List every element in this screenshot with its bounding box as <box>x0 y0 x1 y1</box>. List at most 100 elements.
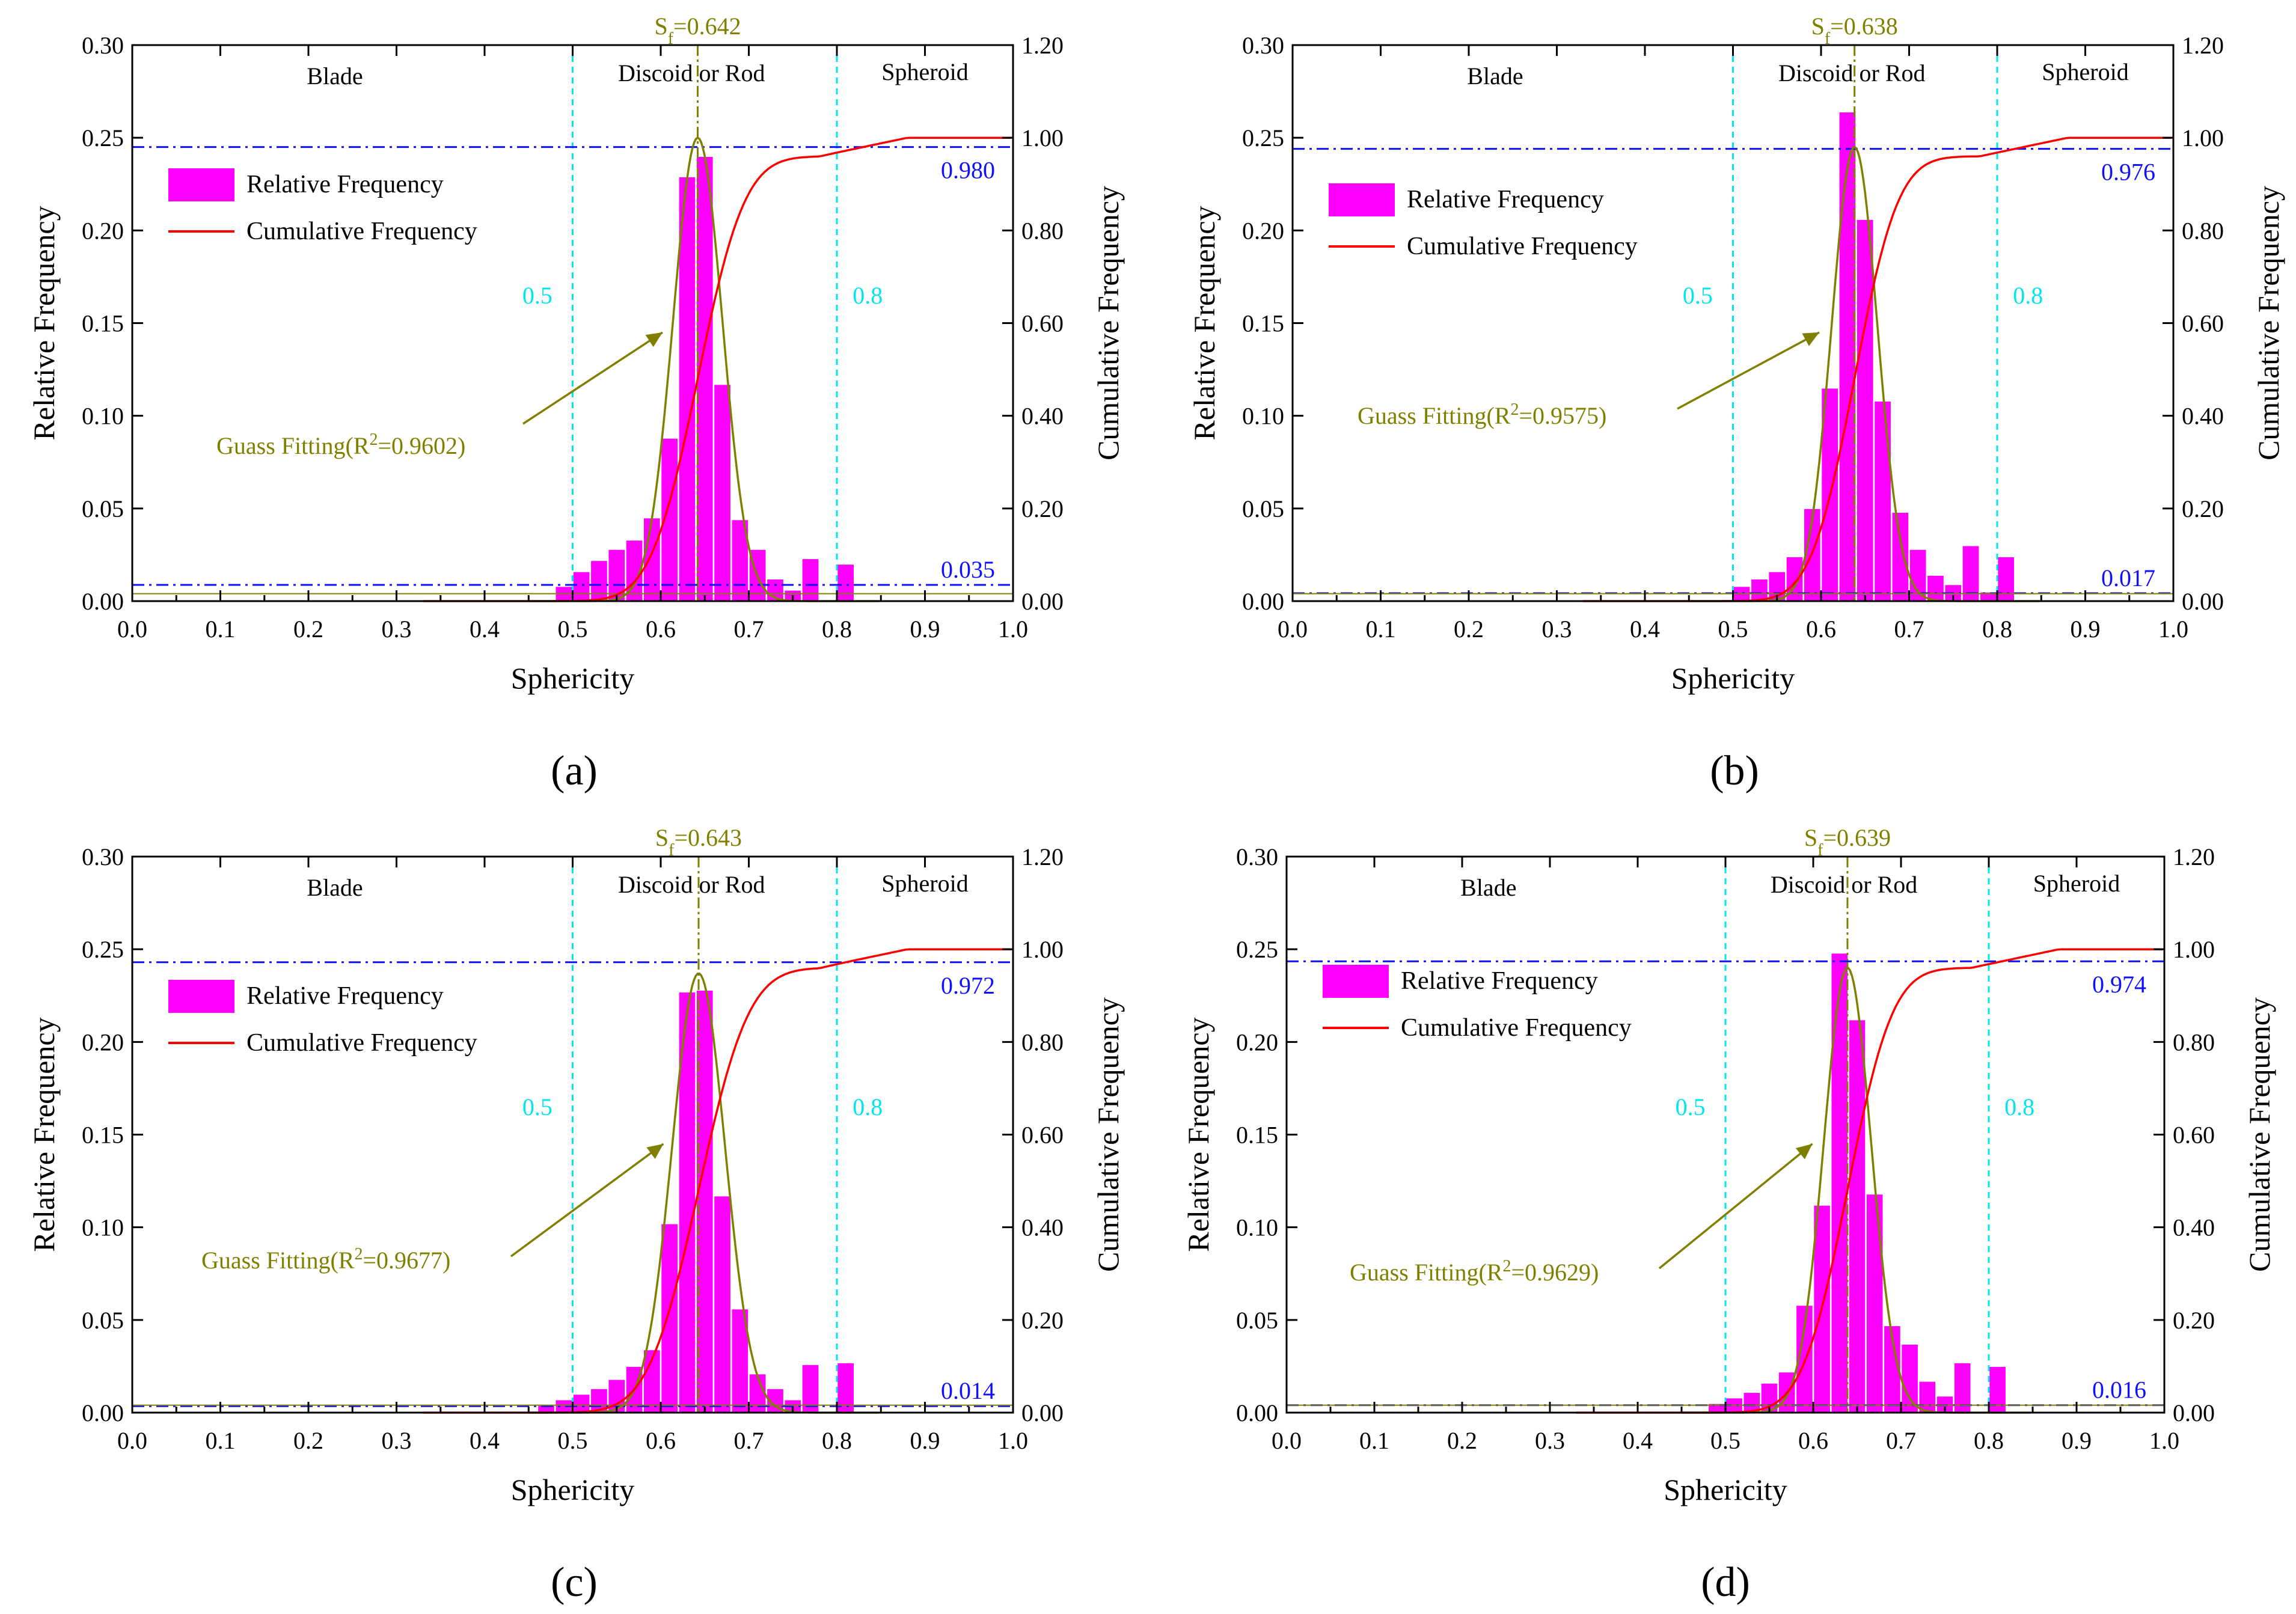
panel-label: (b) <box>1710 748 1759 794</box>
y-tick-label: 0.05 <box>1236 1307 1278 1334</box>
gauss-arrow-head <box>1802 332 1820 346</box>
x-tick-label: 0.1 <box>206 616 236 643</box>
region-blade: Blade <box>307 63 363 90</box>
legend-label-relative: Relative Frequency <box>1407 186 1604 213</box>
region-discoid: Discoid or Rod <box>1771 871 1917 898</box>
y2-tick-label: 0.80 <box>2182 217 2224 244</box>
y2-tick-label: 1.20 <box>1021 32 1064 59</box>
y2-tick-label: 0.00 <box>1021 588 1064 615</box>
x-tick-label: 0.7 <box>1894 616 1924 643</box>
y2-tick-label: 0.20 <box>1021 495 1064 522</box>
x-tick-label: 0.6 <box>646 1427 676 1454</box>
y2-tick-label: 1.00 <box>2173 936 2215 963</box>
gauss-arrow-head <box>646 1143 664 1160</box>
y-axis-title-left: Relative Frequency <box>27 1017 61 1252</box>
y-tick-label: 0.05 <box>82 1307 124 1334</box>
panel-label: (c) <box>551 1559 598 1606</box>
legend-label-cumulative: Cumulative Frequency <box>1407 233 1638 260</box>
y-tick-label: 0.25 <box>82 124 124 151</box>
chart-panel-2: 0.0 0.1 0.2 0.3 0.4 0.5 0.6 0.7 0.8 0.9 1.00.000.0… <box>1187 13 2285 794</box>
x-tick-label: 0.8 <box>1982 616 2012 643</box>
gauss-fit-label: Guass Fitting(R2=0.9575) <box>1358 400 1606 430</box>
upper-threshold-label: 0.972 <box>941 972 995 999</box>
y2-tick-label: 1.20 <box>1021 843 1064 870</box>
histogram-bar <box>1848 1019 1867 1414</box>
y-axis-title-right: Cumulative Frequency <box>2252 186 2285 460</box>
histogram-bar <box>1865 1193 1884 1413</box>
upper-threshold-label: 0.974 <box>2092 971 2146 998</box>
legend-swatch-relative <box>1329 183 1395 216</box>
histogram-bar <box>1838 111 1857 602</box>
legend-label-relative: Relative Frequency <box>246 171 444 198</box>
gauss-fit-label: Guass Fitting(R2=0.9602) <box>216 430 465 460</box>
y-tick-label: 0.15 <box>1236 1122 1278 1149</box>
histogram-bar <box>660 1223 679 1413</box>
region-blade: Blade <box>1467 63 1523 90</box>
legend-label-relative: Relative Frequency <box>246 982 444 1010</box>
y2-tick-label: 0.80 <box>1021 217 1064 244</box>
x-tick-label: 0.3 <box>1535 1427 1565 1454</box>
sf-label: Sf=0.642 <box>654 13 741 48</box>
y-tick-label: 0.10 <box>1242 403 1284 430</box>
histogram-bar <box>590 560 608 602</box>
histogram-bar <box>836 1362 856 1414</box>
y-tick-label: 0.25 <box>1242 124 1284 151</box>
x-tick-label: 0.7 <box>734 616 764 643</box>
gauss-arrow-line <box>1658 1143 1813 1270</box>
y-axis-title-left: Relative Frequency <box>27 206 61 440</box>
panel-label: (a) <box>551 748 598 794</box>
chart-panel-3: 0.0 0.1 0.2 0.3 0.4 0.5 0.6 0.7 0.8 0.9 1.00.000.0… <box>27 824 1125 1606</box>
region-spheroid: Spheroid <box>2033 870 2120 897</box>
boundary-label-high: 0.8 <box>2013 282 2043 309</box>
y-tick-label: 0.10 <box>1236 1214 1278 1241</box>
y2-tick-label: 0.80 <box>1021 1029 1064 1056</box>
histogram-bar <box>836 563 856 602</box>
y2-tick-label: 0.80 <box>2173 1029 2215 1056</box>
histogram-bar <box>801 558 820 602</box>
region-discoid: Discoid or Rod <box>618 60 765 87</box>
boundary-label-low: 0.5 <box>1676 1093 1706 1120</box>
plot-frame <box>1285 855 2166 1414</box>
region-spheroid: Spheroid <box>881 58 968 85</box>
y-axis-title-right: Cumulative Frequency <box>1091 186 1125 460</box>
lower-threshold-label: 0.017 <box>2101 564 2155 591</box>
gauss-arrow-head <box>1795 1143 1813 1160</box>
legend-label-cumulative: Cumulative Frequency <box>246 1029 477 1057</box>
y2-tick-label: 0.40 <box>2182 403 2224 430</box>
y-axis-title-left: Relative Frequency <box>1187 206 1221 440</box>
histogram-bar <box>1997 556 2016 602</box>
y-tick-label: 0.25 <box>1236 936 1278 963</box>
y2-tick-label: 0.40 <box>1021 403 1064 430</box>
y-tick-label: 0.20 <box>1242 217 1284 244</box>
y2-tick-label: 0.60 <box>2173 1122 2215 1149</box>
region-discoid: Discoid or Rod <box>1778 60 1925 87</box>
y2-tick-label: 0.00 <box>2182 588 2224 615</box>
x-tick-label: 0.3 <box>382 616 412 643</box>
y-tick-label: 0.20 <box>82 1029 124 1056</box>
panel-label: (d) <box>1701 1559 1750 1606</box>
boundary-label-low: 0.5 <box>1683 282 1713 309</box>
y-tick-label: 0.05 <box>1242 495 1284 522</box>
x-tick-label: 0.1 <box>1366 616 1396 643</box>
x-tick-label: 0.9 <box>2062 1427 2092 1454</box>
x-tick-label: 0.9 <box>2071 616 2101 643</box>
region-blade: Blade <box>1460 874 1516 901</box>
histogram-bar <box>1926 574 1945 602</box>
histogram-bar <box>643 517 661 602</box>
x-tick-label: 0.6 <box>1806 616 1836 643</box>
x-tick-label: 0.0 <box>1278 616 1308 643</box>
y-axis-title-left: Relative Frequency <box>1181 1017 1215 1252</box>
histogram-bar <box>1873 400 1892 602</box>
boundary-label-low: 0.5 <box>522 1093 553 1120</box>
y2-tick-label: 0.00 <box>1021 1399 1064 1426</box>
x-tick-label: 0.6 <box>646 616 676 643</box>
upper-threshold-label: 0.976 <box>2101 159 2155 186</box>
gauss-fit-label: Guass Fitting(R2=0.9629) <box>1350 1257 1599 1286</box>
y2-tick-label: 0.60 <box>1021 310 1064 337</box>
y2-tick-label: 0.40 <box>2173 1214 2215 1241</box>
x-tick-label: 0.6 <box>1798 1427 1828 1454</box>
boundary-label-high: 0.8 <box>853 1093 883 1120</box>
x-tick-label: 1.0 <box>998 1427 1028 1454</box>
plot-frame <box>1291 44 2175 602</box>
